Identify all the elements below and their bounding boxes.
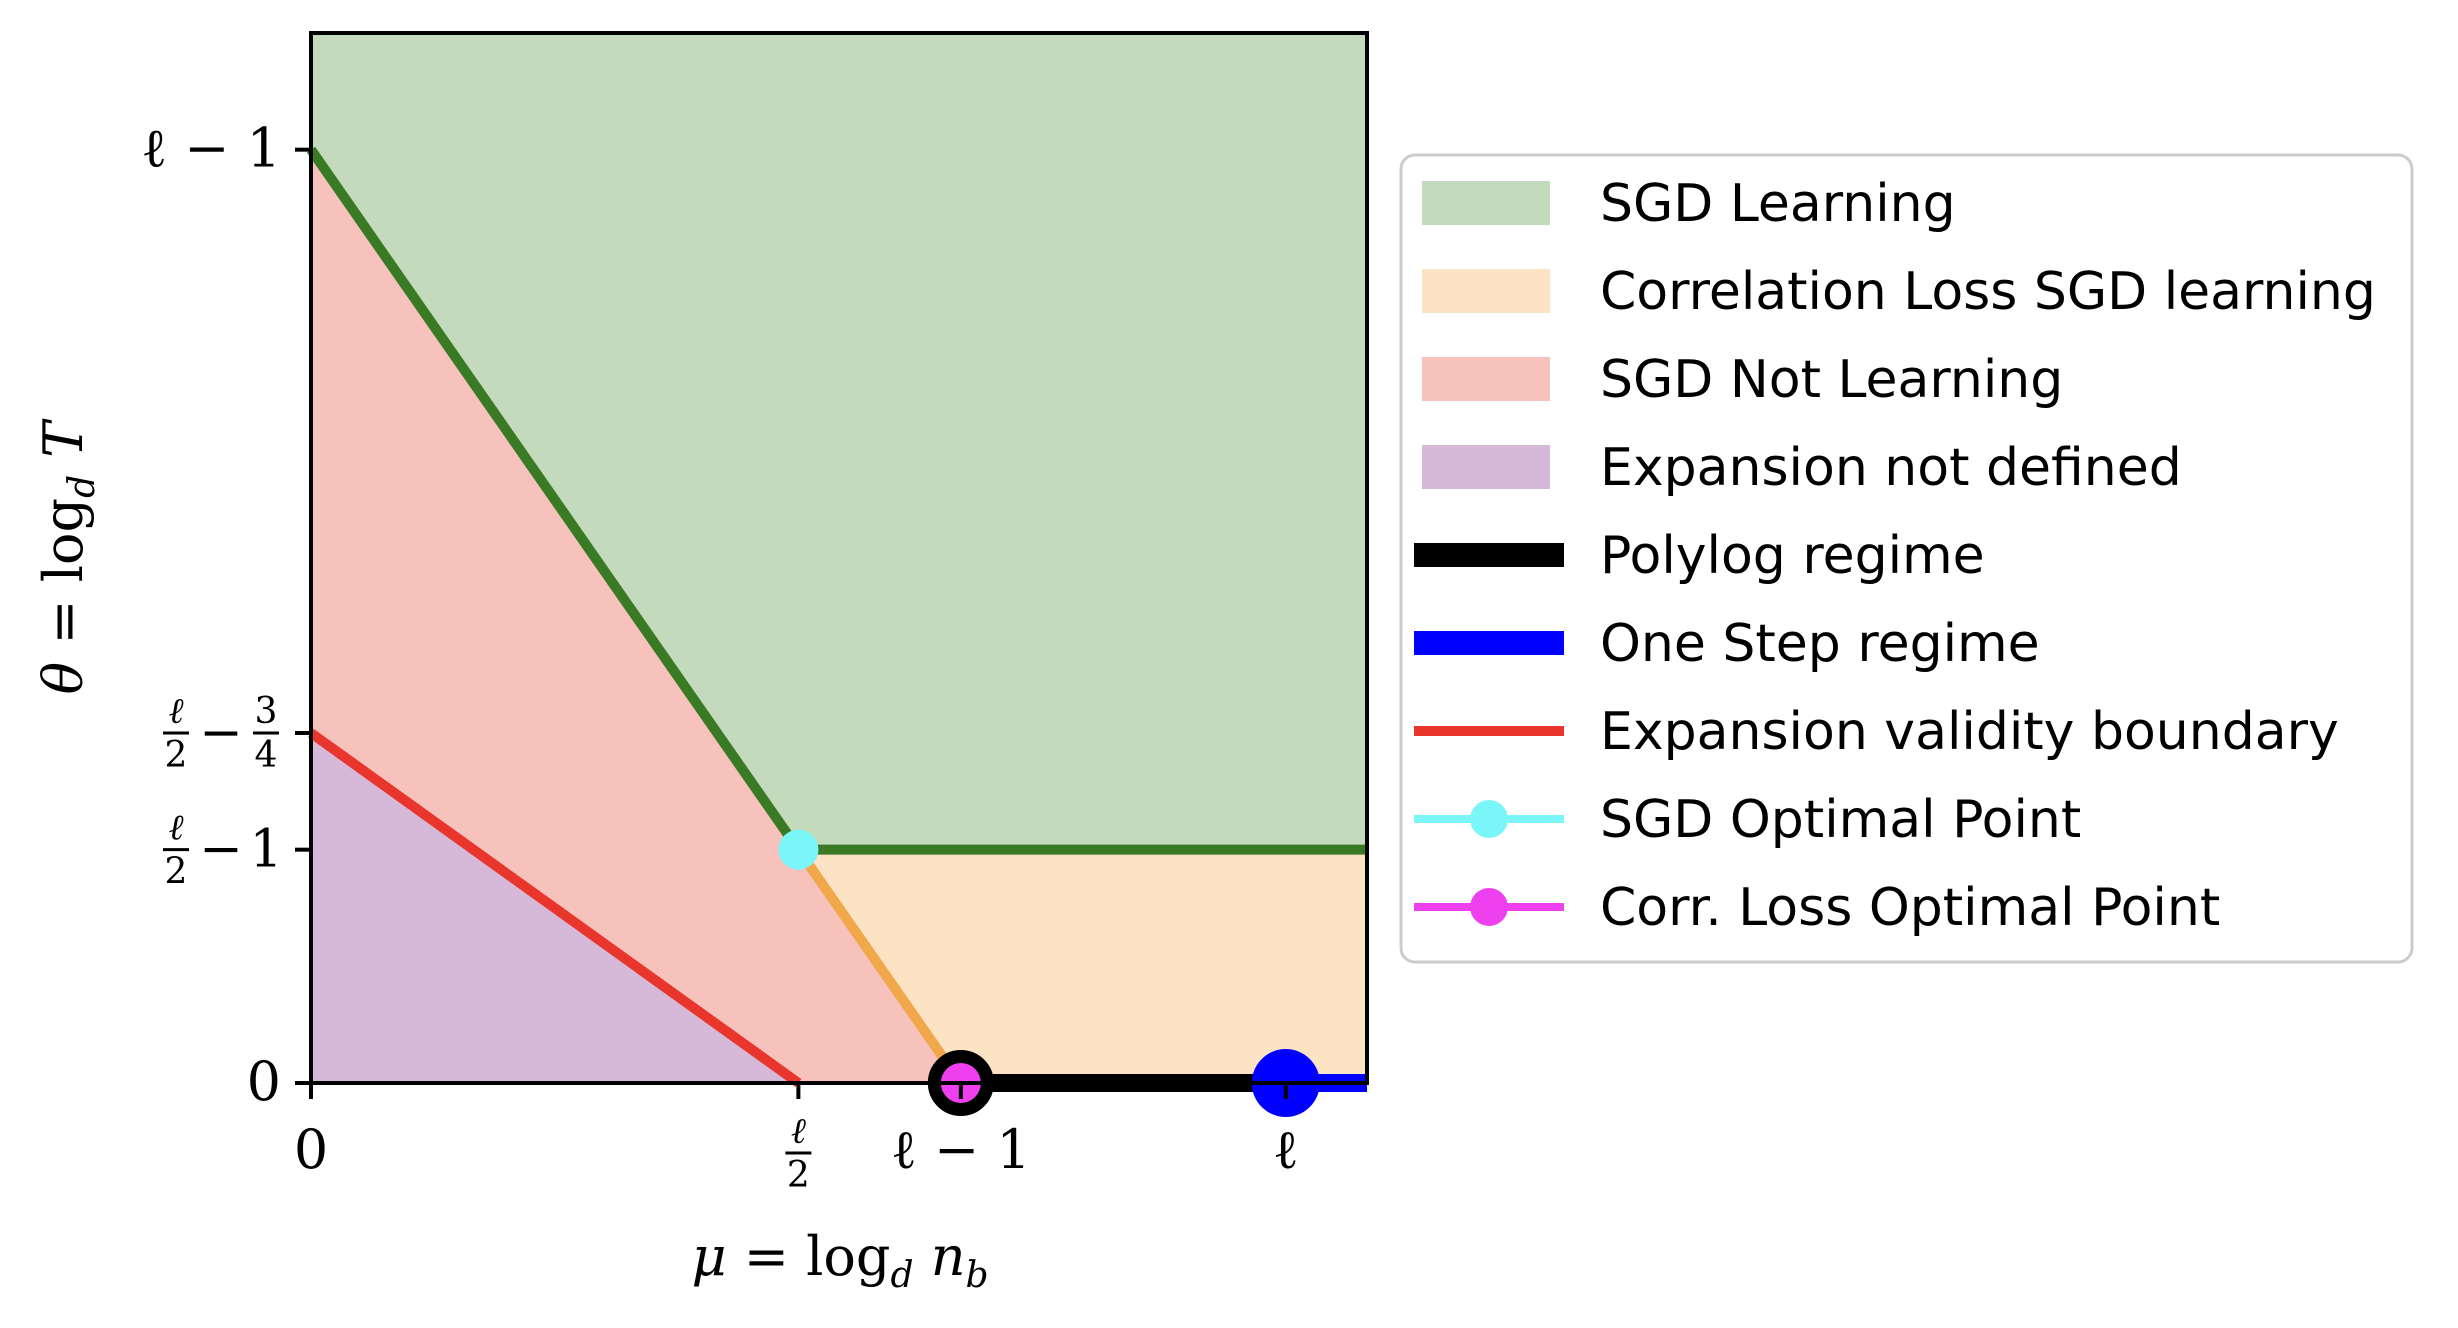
region-correlation-loss-sgd-learning xyxy=(798,849,1367,1083)
svg-text:1: 1 xyxy=(249,820,282,880)
legend-label: Corr. Loss Optimal Point xyxy=(1600,878,2220,938)
legend-swatch xyxy=(1422,269,1550,313)
legend-entry-expansion-validity-boundary: Expansion validity boundary xyxy=(1414,702,2339,762)
svg-text:ℓ: ℓ xyxy=(169,691,184,732)
legend-entry-one-step-regime: One Step regime xyxy=(1414,614,2040,674)
svg-text:4: 4 xyxy=(255,735,278,776)
legend-label: SGD Optimal Point xyxy=(1600,790,2081,850)
svg-text:ℓ: ℓ xyxy=(169,808,184,849)
legend: SGD Learning Correlation Loss SGD learnin… xyxy=(1399,153,2414,964)
legend-entry-sgd-optimal-point: SGD Optimal Point xyxy=(1414,790,2081,850)
svg-text:2: 2 xyxy=(165,852,188,893)
legend-marker xyxy=(1470,888,1508,926)
tick-label-2-1: ℓ2−1ℓ/2 − 1 xyxy=(163,808,283,893)
y-ticks: 0ℓ2−1ℓ/2 − 1ℓ2−34ℓ/2 − 3/4ℓ − 1 xyxy=(141,117,311,1113)
tick-label-: ℓ xyxy=(1273,1118,1299,1181)
legend-label: SGD Not Learning xyxy=(1600,350,2063,410)
point-sgd-optimal-point xyxy=(778,829,819,870)
svg-text:ℓ: ℓ xyxy=(791,1111,806,1152)
svg-text:2: 2 xyxy=(165,735,188,776)
legend-entry-polylog-regime: Polylog regime xyxy=(1414,526,1985,586)
line-correlation-loss-boundary xyxy=(794,846,965,1086)
svg-text:3: 3 xyxy=(255,691,278,732)
regions xyxy=(311,33,1367,1083)
legend-frame xyxy=(1399,153,2414,964)
legend-entry-expansion-not-defined: Expansion not defined xyxy=(1422,438,2182,498)
legend-entry-correlation-loss-sgd-learning: Correlation Loss SGD learning xyxy=(1422,262,2376,322)
tick-label-2: ℓ2ℓ/2 xyxy=(785,1111,812,1196)
svg-text:−: − xyxy=(199,703,243,763)
legend-entry-sgd-learning: SGD Learning xyxy=(1422,174,1956,234)
legend-entry-corr-loss-optimal-point: Corr. Loss Optimal Point xyxy=(1414,878,2220,938)
legend-label: Expansion validity boundary xyxy=(1600,702,2339,762)
plot-frame xyxy=(309,31,1369,1085)
tick-label-0: 0 xyxy=(294,1118,328,1181)
tick-label-2-3-4: ℓ2−34ℓ/2 − 3/4 xyxy=(163,691,279,776)
x-ticks: 0 ℓ2ℓ/2 ℓ − 1 ℓ xyxy=(294,1083,1299,1196)
x-axis-label: μ = logd nb xyxy=(691,1225,988,1296)
legend-swatch xyxy=(1422,445,1550,489)
tick-label-1: ℓ − 1 xyxy=(891,1118,1031,1181)
legend-label: One Step regime xyxy=(1600,614,2040,674)
legend-label: SGD Learning xyxy=(1600,174,1956,234)
region-sgd-learning xyxy=(311,33,1367,850)
legend-label: Polylog regime xyxy=(1600,526,1985,586)
legend-swatch xyxy=(1422,357,1550,401)
tick-label-0: 0 xyxy=(247,1050,281,1113)
legend-marker xyxy=(1470,800,1508,838)
tick-label-1: ℓ − 1 xyxy=(141,117,281,180)
y-axis-label: θ = logd T xyxy=(32,418,103,695)
legend-label: Expansion not defined xyxy=(1600,438,2182,498)
legend-swatch xyxy=(1422,181,1550,225)
legend-entry-sgd-not-learning: SGD Not Learning xyxy=(1422,350,2063,410)
legend-label: Correlation Loss SGD learning xyxy=(1600,262,2376,322)
svg-text:2: 2 xyxy=(787,1155,810,1196)
svg-text:−: − xyxy=(199,820,243,880)
line-expansion-validity-boundary xyxy=(308,728,802,1088)
